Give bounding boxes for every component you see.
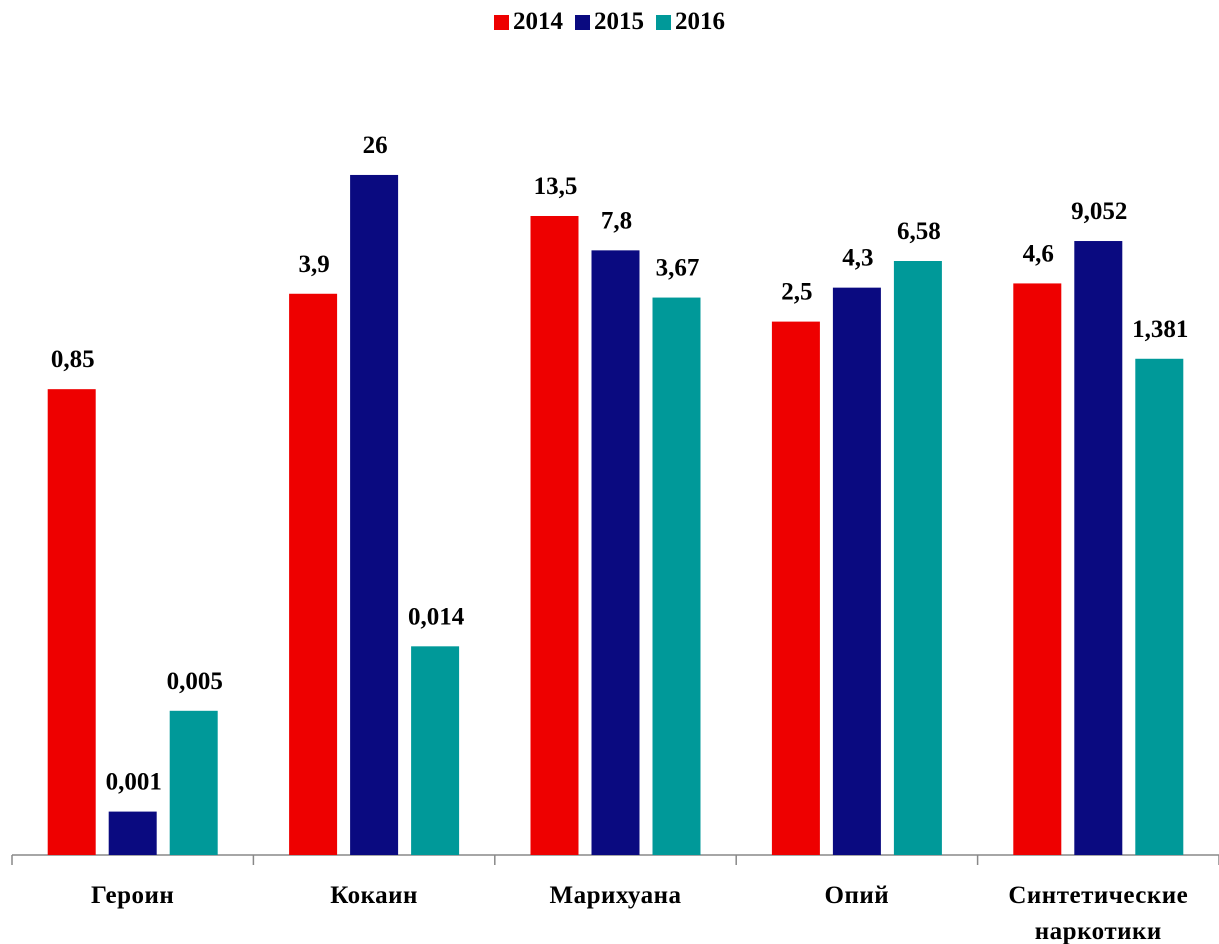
data-label: 1,381 xyxy=(1132,316,1188,343)
data-label: 6,58 xyxy=(897,218,941,245)
data-label: 3,9 xyxy=(298,251,329,278)
bar xyxy=(411,646,460,855)
legend-swatch xyxy=(575,14,590,30)
bar xyxy=(169,710,218,855)
data-label: 0,005 xyxy=(167,668,223,695)
legend-label: 2015 xyxy=(594,8,644,35)
bar xyxy=(1013,283,1062,856)
bar xyxy=(832,287,881,855)
bar xyxy=(652,297,701,855)
data-label: 2,5 xyxy=(781,279,812,306)
data-label: 0,85 xyxy=(51,346,95,373)
data-label: 26 xyxy=(363,132,388,159)
legend-swatch xyxy=(656,14,671,30)
legend-label: 2016 xyxy=(675,8,725,35)
data-label: 7,8 xyxy=(601,207,632,234)
bar xyxy=(530,215,579,856)
legend-item: 2016 xyxy=(656,8,725,36)
bar xyxy=(893,261,942,855)
legend-item: 2015 xyxy=(575,8,644,36)
bar xyxy=(591,250,640,855)
legend-swatch xyxy=(494,14,509,30)
data-label: 3,67 xyxy=(656,255,700,282)
bar xyxy=(771,321,820,855)
data-label: 0,014 xyxy=(408,603,465,630)
data-label: 4,3 xyxy=(842,245,873,272)
data-label: 13,5 xyxy=(534,173,578,200)
bar xyxy=(1074,241,1123,855)
legend: 2014 2015 2016 xyxy=(0,8,1219,36)
data-label: 4,6 xyxy=(1023,240,1054,267)
x-tick-label: Опий xyxy=(824,882,890,909)
bar xyxy=(289,293,338,855)
bar xyxy=(47,389,96,855)
x-tick-label: Героин xyxy=(91,882,175,909)
x-tick-label: Марихуана xyxy=(549,882,682,909)
bar xyxy=(350,174,399,855)
bar xyxy=(108,811,157,855)
legend-item: 2014 xyxy=(494,8,563,36)
legend-label: 2014 xyxy=(513,8,563,35)
x-tick-label: Синтетические наркотики xyxy=(1008,882,1189,944)
data-label: 9,052 xyxy=(1071,198,1127,225)
bar xyxy=(1135,358,1184,855)
data-label: 0,001 xyxy=(106,769,162,796)
x-tick-label: Кокаин xyxy=(330,882,418,909)
